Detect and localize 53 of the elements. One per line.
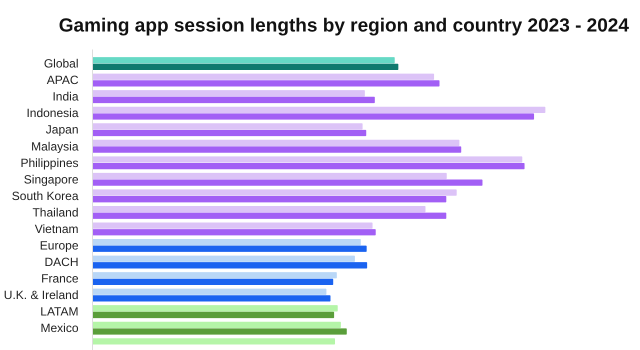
bar bbox=[92, 64, 398, 70]
bar bbox=[92, 130, 366, 136]
bar bbox=[92, 74, 434, 80]
y-tick-label: U.K. & Ireland bbox=[4, 288, 78, 302]
bar bbox=[92, 172, 447, 180]
y-tick-label: LATAM bbox=[40, 304, 79, 319]
bar bbox=[92, 239, 361, 246]
bar bbox=[92, 295, 330, 302]
bar bbox=[92, 156, 522, 163]
bar bbox=[92, 222, 373, 229]
bar bbox=[92, 90, 365, 96]
bar bbox=[92, 288, 326, 295]
bar bbox=[92, 305, 338, 312]
bar bbox=[92, 140, 460, 146]
bar bbox=[92, 96, 375, 104]
bar bbox=[92, 206, 426, 212]
y-tick-label: Malaysia bbox=[31, 139, 79, 154]
bar bbox=[92, 80, 440, 87]
bar bbox=[92, 328, 347, 335]
y-tick-label: Japan bbox=[46, 122, 79, 137]
bar bbox=[92, 189, 457, 196]
y-tick-label: Vietnam bbox=[34, 222, 79, 236]
y-tick-label: DACH bbox=[44, 255, 79, 270]
bar bbox=[92, 312, 334, 318]
bar bbox=[92, 256, 355, 262]
bar bbox=[92, 246, 367, 252]
y-tick-label: France bbox=[41, 272, 79, 286]
bar bbox=[92, 262, 368, 268]
y-tick-label: Global bbox=[44, 56, 78, 71]
bar bbox=[92, 278, 334, 286]
y-tick-label: South Korea bbox=[12, 188, 79, 203]
y-tick-label: Thailand bbox=[32, 205, 78, 220]
bar bbox=[92, 113, 534, 120]
chart-title: Gaming app session lengths by region and country 2023 - 2024 bbox=[58, 16, 630, 36]
bar bbox=[92, 196, 446, 202]
y-tick-label: India bbox=[52, 90, 79, 104]
bar bbox=[92, 179, 482, 186]
y-tick-label: Philippines bbox=[20, 156, 79, 170]
y-tick-label: Singapore bbox=[24, 172, 79, 186]
bar bbox=[92, 106, 546, 114]
y-tick-label: Mexico bbox=[40, 321, 79, 336]
bar bbox=[92, 272, 337, 278]
bar bbox=[92, 123, 363, 130]
bar bbox=[92, 322, 341, 328]
y-tick-label: Europe bbox=[40, 238, 79, 252]
bar bbox=[92, 146, 462, 153]
bar bbox=[92, 162, 525, 170]
bar bbox=[92, 229, 376, 236]
bar bbox=[92, 57, 395, 64]
y-tick-label: APAC bbox=[46, 73, 79, 88]
y-tick-label: Indonesia bbox=[26, 106, 79, 120]
bar bbox=[92, 212, 446, 219]
bar bbox=[92, 338, 336, 345]
